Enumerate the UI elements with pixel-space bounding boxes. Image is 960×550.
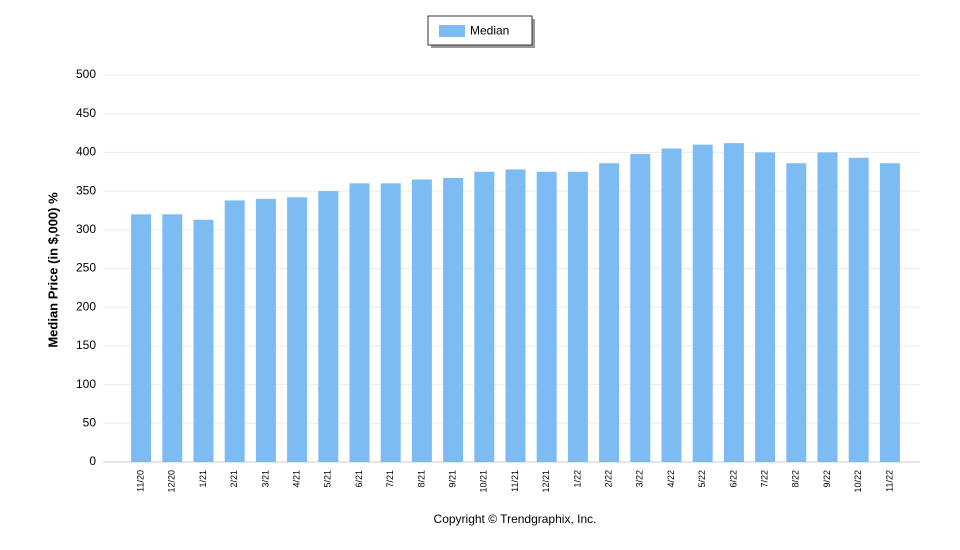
y-tick-label: 0	[89, 454, 96, 468]
x-tick-label: 8/22	[791, 470, 801, 488]
bar	[817, 152, 838, 462]
y-tick-label: 400	[76, 145, 96, 159]
bar	[599, 163, 620, 462]
y-tick-label: 200	[76, 299, 96, 313]
bar	[567, 171, 588, 462]
bar	[879, 163, 900, 462]
bar	[848, 157, 869, 462]
y-tick-label: 350	[76, 183, 96, 197]
bar	[661, 148, 682, 462]
bar	[411, 179, 432, 463]
y-tick-label: 50	[83, 415, 97, 429]
bar	[380, 183, 401, 463]
x-tick-label: 7/21	[385, 470, 395, 488]
y-tick-label: 250	[76, 261, 96, 275]
x-tick-label: 9/21	[447, 470, 457, 488]
bar	[287, 197, 308, 463]
x-tick-label: 11/21	[510, 470, 520, 492]
bar	[255, 198, 276, 462]
x-tick-label: 2/22	[603, 470, 613, 488]
y-tick-label: 300	[76, 222, 96, 236]
bar	[443, 177, 464, 462]
bar	[755, 152, 776, 462]
legend-swatch	[439, 25, 465, 37]
bar	[193, 219, 214, 462]
x-tick-label: 11/22	[884, 470, 894, 492]
y-tick-label: 100	[76, 377, 96, 391]
y-tick-label: 150	[76, 338, 96, 352]
legend-label: Median	[470, 24, 509, 38]
bar	[630, 153, 651, 462]
y-tick-label: 450	[76, 106, 96, 120]
x-tick-label: 10/22	[853, 470, 863, 493]
bar	[723, 143, 744, 462]
bar	[474, 171, 495, 462]
y-axis-title: Median Price (in $,000) %	[45, 192, 60, 348]
x-tick-label: 3/22	[635, 470, 645, 488]
x-tick-label: 5/22	[697, 470, 707, 488]
y-tick-label: 500	[76, 67, 96, 81]
x-tick-label: 7/22	[759, 470, 769, 488]
copyright: Copyright © Trendgraphix, Inc.	[434, 512, 597, 526]
x-tick-label: 4/21	[291, 470, 301, 488]
bar	[692, 144, 713, 462]
x-tick-label: 1/22	[572, 470, 582, 488]
bar	[786, 163, 807, 462]
x-tick-label: 9/22	[822, 470, 832, 488]
bar	[505, 169, 526, 463]
x-tick-label: 1/21	[198, 470, 208, 488]
bar	[224, 200, 245, 462]
bar	[536, 171, 557, 462]
bar	[349, 183, 370, 463]
x-tick-label: 2/21	[229, 470, 239, 488]
x-tick-label: 12/21	[541, 470, 551, 493]
bar	[131, 214, 152, 462]
x-tick-label: 4/22	[666, 470, 676, 488]
x-tick-label: 6/21	[354, 470, 364, 488]
x-tick-label: 5/21	[323, 470, 333, 488]
x-tick-label: 8/21	[416, 470, 426, 488]
x-tick-label: 6/22	[728, 470, 738, 488]
x-tick-label: 3/21	[260, 470, 270, 488]
bar	[318, 191, 339, 462]
x-tick-label: 12/20	[167, 470, 177, 493]
bar	[162, 214, 183, 462]
x-tick-label: 10/21	[479, 470, 489, 493]
x-tick-label: 11/20	[135, 470, 145, 492]
